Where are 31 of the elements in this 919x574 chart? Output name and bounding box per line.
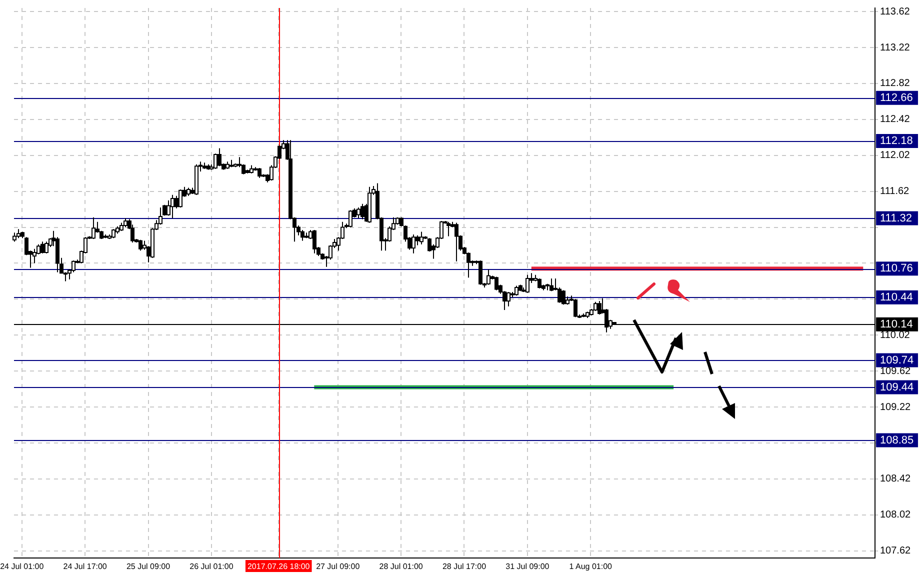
ref-line-label: 110.14 xyxy=(880,318,913,330)
y-tick-label: 112.42 xyxy=(880,114,910,126)
y-tick-label: 107.62 xyxy=(880,546,912,557)
ref-line-label: 108.85 xyxy=(880,434,914,446)
y-tick-label: 112.82 xyxy=(880,78,910,90)
ref-line-label: 112.18 xyxy=(880,135,913,148)
ref-line-label: 111.32 xyxy=(880,212,912,224)
y-tick-label: 110.02 xyxy=(880,330,910,341)
x-tick-label: 27 Jul 09:00 xyxy=(316,562,360,572)
x-tick-label: 24 Jul 01:00 xyxy=(0,562,44,572)
x-tick-label: 24 Jul 17:00 xyxy=(63,562,108,572)
ref-line-label: 112.66 xyxy=(880,92,913,104)
ref-line-label: 109.44 xyxy=(880,381,914,394)
y-tick-label: 112.02 xyxy=(880,150,910,162)
x-tick-label: 26 Jul 01:00 xyxy=(190,562,234,572)
y-tick-label: 113.62 xyxy=(880,6,910,18)
y-tick-label: 113.22 xyxy=(880,42,910,54)
y-tick-label: 109.62 xyxy=(880,366,912,377)
x-tick-label: 28 Jul 17:00 xyxy=(442,562,487,572)
x-tick-label: 2017.07.26 18:00 xyxy=(247,562,310,572)
x-tick-label: 28 Jul 01:00 xyxy=(379,562,424,572)
x-tick-label: 1 Aug 01:00 xyxy=(569,562,613,572)
ref-line-label: 110.44 xyxy=(880,291,913,304)
y-tick-label: 109.22 xyxy=(880,402,912,413)
y-tick-label: 111.62 xyxy=(880,186,910,198)
x-tick-label: 25 Jul 09:00 xyxy=(126,562,171,572)
ref-line-label: 110.76 xyxy=(880,262,913,275)
x-tick-label: 31 Jul 09:00 xyxy=(506,562,550,572)
y-tick-label: 108.42 xyxy=(880,474,912,485)
ref-line-label: 109.74 xyxy=(880,354,914,366)
y-tick-label: 108.02 xyxy=(880,510,912,521)
